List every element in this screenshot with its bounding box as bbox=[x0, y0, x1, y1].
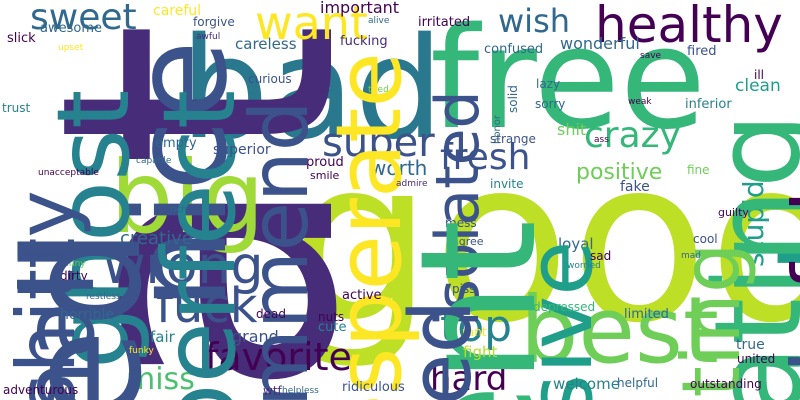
word-clean: clean bbox=[735, 76, 781, 96]
word-dead: dead bbox=[256, 307, 286, 321]
word-big: big bbox=[110, 139, 265, 256]
word-rich: rich bbox=[170, 205, 187, 215]
word-united: united bbox=[737, 352, 776, 366]
word-mad: mad bbox=[681, 251, 701, 261]
word-sweet: sweet bbox=[30, 0, 137, 38]
word-true: true bbox=[736, 337, 765, 353]
word-tired: tired bbox=[368, 85, 389, 95]
word-wish: wish bbox=[498, 2, 571, 40]
word-healthy: healthy bbox=[595, 0, 783, 54]
word-top: top bbox=[440, 301, 513, 352]
word-fine: fine bbox=[687, 163, 710, 177]
word-lol: lol bbox=[445, 264, 460, 278]
word-proud: proud bbox=[306, 155, 344, 170]
word-creative: creative bbox=[120, 228, 193, 249]
word-active: active bbox=[342, 288, 382, 303]
word-fake: fake bbox=[620, 179, 650, 195]
word-cool: cool bbox=[693, 232, 718, 246]
word-ridiculous: ridiculous bbox=[342, 380, 405, 395]
word-good: good bbox=[290, 111, 800, 373]
word-smile: smile bbox=[310, 169, 340, 182]
word-wrong: wrong bbox=[103, 236, 264, 296]
word-weak: weak bbox=[628, 97, 652, 107]
word-worth: worth bbox=[370, 156, 428, 180]
word-nuts: nuts bbox=[318, 310, 345, 324]
word-fired: fired bbox=[687, 44, 717, 59]
word-super: super bbox=[322, 120, 435, 166]
word-free: free bbox=[430, 0, 707, 161]
word-careless: careless bbox=[235, 35, 297, 53]
word-ass: ass bbox=[594, 135, 609, 145]
word-solid: solid bbox=[506, 85, 520, 113]
word-crazy: crazy bbox=[584, 115, 681, 156]
word-mess: mess bbox=[445, 216, 477, 230]
word-ill: ill bbox=[754, 68, 765, 82]
word-horrible: horrible bbox=[60, 307, 114, 323]
word-bad: bad bbox=[180, 8, 444, 171]
word-want: want bbox=[255, 0, 369, 50]
word-hard: hard bbox=[430, 359, 508, 399]
word-fair: fair bbox=[150, 328, 175, 346]
word-inferior: inferior bbox=[685, 97, 732, 112]
word-helpless: helpless bbox=[282, 386, 319, 396]
word-grand: grand bbox=[232, 327, 279, 346]
word-fight: fight bbox=[463, 343, 498, 361]
word-careful: careful bbox=[153, 3, 202, 19]
word-best: best bbox=[520, 277, 720, 384]
word-agree: agree bbox=[452, 235, 484, 248]
word-cute: cute bbox=[318, 320, 347, 335]
word-sad: sad bbox=[590, 249, 612, 263]
word-limited: limited bbox=[624, 307, 669, 322]
word-chic: chic bbox=[38, 242, 63, 256]
word-strange: strange bbox=[490, 132, 536, 146]
word-upset: upset bbox=[58, 43, 84, 53]
word-alive: alive bbox=[368, 16, 390, 26]
word-rant: rant bbox=[462, 325, 487, 339]
word-miss: miss bbox=[126, 362, 195, 397]
word-superior: superior bbox=[213, 142, 271, 158]
word-favorite: favorite bbox=[205, 335, 352, 379]
word-depressed: depressed bbox=[533, 300, 596, 314]
word-confused: confused bbox=[484, 42, 544, 57]
word-wtf: wtf bbox=[263, 384, 282, 398]
word-funny: funny bbox=[60, 259, 86, 269]
word-positive: positive bbox=[576, 160, 663, 185]
word-shit: shit bbox=[557, 120, 587, 139]
word-trust: trust bbox=[2, 101, 31, 115]
word-admire: admire bbox=[396, 179, 428, 189]
word-lazy: lazy bbox=[536, 77, 561, 91]
word-guilty: guilty bbox=[718, 206, 749, 219]
word-welcome: welcome bbox=[553, 375, 620, 393]
word-slick: slick bbox=[7, 31, 36, 46]
word-appreciate: appreciate bbox=[768, 285, 800, 400]
word-worried: worried bbox=[567, 261, 601, 271]
word-piss: piss bbox=[452, 282, 476, 296]
word-important: important bbox=[320, 0, 400, 17]
word-helpful: helpful bbox=[617, 376, 659, 390]
word-curious: curious bbox=[248, 72, 292, 86]
word-empty: empty bbox=[155, 136, 197, 151]
word-restless: restless bbox=[86, 292, 121, 302]
word-dirty: dirty bbox=[60, 269, 88, 283]
word-outstanding: outstanding bbox=[690, 377, 762, 391]
word-sorry: sorry bbox=[535, 97, 566, 111]
word-forgive: forgive bbox=[193, 15, 235, 29]
word-save: save bbox=[640, 51, 662, 61]
word-capable: capable bbox=[136, 156, 172, 166]
word-unacceptable: unacceptable bbox=[38, 168, 99, 178]
word-awful: awful bbox=[196, 32, 221, 42]
word-fucking: fucking bbox=[340, 34, 388, 49]
word-wonderful: wonderful bbox=[560, 34, 640, 53]
word-fresh: fresh bbox=[440, 137, 531, 178]
word-fuck: fuck bbox=[156, 278, 258, 334]
word-invite: invite bbox=[490, 177, 524, 191]
word-adventurous: adventurous bbox=[3, 383, 79, 397]
word-awesome: awesome bbox=[40, 21, 102, 36]
word-loyal: loyal bbox=[558, 235, 594, 253]
word-irritated: irritated bbox=[418, 15, 471, 30]
word-funky: funky bbox=[129, 346, 154, 356]
